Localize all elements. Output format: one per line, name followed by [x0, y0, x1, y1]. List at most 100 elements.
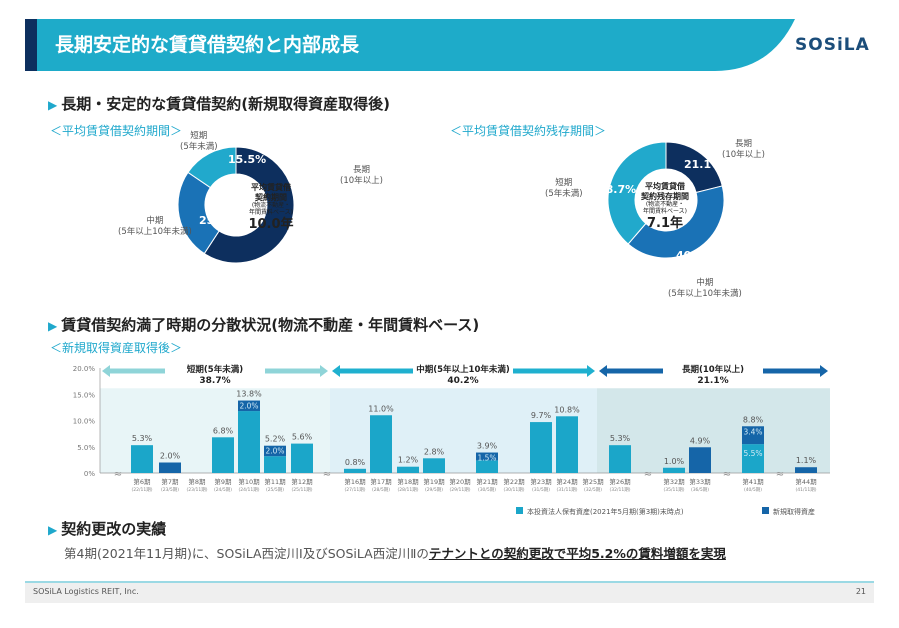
- x-tick-label: 第32期: [663, 477, 685, 486]
- bar-new: [238, 400, 260, 412]
- axis-break-icon: ≈: [644, 469, 652, 480]
- x-tick-sublabel: (25/5期): [266, 487, 284, 493]
- bar-existing: [344, 468, 366, 473]
- donut2-pct-long: 21.1%: [684, 158, 723, 171]
- bar-value-label: 6.8%: [213, 426, 234, 435]
- bar-existing: [530, 422, 552, 473]
- bar-existing: [609, 445, 631, 473]
- section-title: 長期・安定的な賃貸借契約(新規取得資産取得後): [61, 95, 390, 113]
- donut1-pct-mid: 25.3%: [199, 214, 238, 227]
- footer-company: SOSiLA Logistics REIT, Inc.: [33, 587, 139, 596]
- bar-new-label: 2.0%: [265, 447, 284, 456]
- x-tick-sublabel: (31/11期): [557, 487, 578, 493]
- bar-new: [689, 447, 711, 473]
- triangle-icon: ▶: [48, 523, 58, 537]
- triangle-icon: ▶: [48, 319, 58, 333]
- bar-value-label: 5.3%: [132, 434, 153, 443]
- sosila-logo: SOSiLA: [795, 35, 870, 55]
- x-tick-label: 第20期: [449, 477, 471, 486]
- x-tick-sublabel: (29/11期): [450, 487, 471, 493]
- section-heading-contracts: ▶ 長期・安定的な賃貸借契約(新規取得資産取得後): [48, 93, 390, 114]
- bar-value-label: 13.8%: [236, 390, 262, 399]
- donut-charts: [177, 141, 725, 264]
- bar-existing: [131, 445, 153, 473]
- x-tick-label: 第8期: [188, 477, 206, 486]
- donut2-pct-short: 38.7%: [598, 183, 637, 196]
- bar-existing-label: 5.5%: [743, 449, 762, 458]
- x-tick-sublabel: (31/5期): [532, 487, 550, 493]
- bar-value-label: 5.6%: [292, 433, 313, 442]
- bar-new: [742, 426, 764, 445]
- x-tick-label: 第24期: [556, 477, 578, 486]
- donut2-slice-2: [607, 141, 667, 245]
- x-tick-label: 第23期: [530, 477, 552, 486]
- donut1-center: 平均賃貸借 契約期間 (物流不動産・ 年間賃料ベース) 10.0年: [248, 183, 294, 232]
- renewal-text: 第4期(2021年11月期)に、SOSiLA西淀川Ⅰ及びSOSiLA西淀川Ⅱのテ…: [64, 546, 726, 561]
- donut1-pct-long: 59.2%: [310, 196, 349, 209]
- bar-existing: [556, 416, 578, 473]
- section-heading-expiry: ▶ 賃貸借契約満了時期の分散状況(物流不動産・年間賃料ベース): [48, 314, 479, 335]
- x-tick-sublabel: (25/11期): [292, 487, 313, 493]
- bar-existing: [370, 415, 392, 473]
- x-tick-sublabel: (28/5期): [372, 487, 390, 493]
- section-title: 賃貸借契約満了時期の分散状況(物流不動産・年間賃料ベース): [61, 316, 480, 334]
- legend-swatch-existing: [516, 507, 523, 514]
- bar-existing: [291, 443, 313, 473]
- band-label-0: 短期(5年未満): [187, 364, 243, 375]
- title-banner: [25, 19, 795, 71]
- donut2-label-mid: 中期 (5年以上10年未満): [668, 278, 742, 299]
- x-tick-label: 第44期: [795, 477, 817, 486]
- bar-value-label: 10.8%: [554, 405, 580, 414]
- band-value-0: 38.7%: [199, 376, 230, 386]
- bar-value-label: 11.0%: [368, 404, 394, 413]
- bar-value-label: 3.9%: [477, 442, 498, 451]
- bar-new: [476, 452, 498, 461]
- y-tick-label: 20.0%: [73, 365, 96, 373]
- band-arrowhead-right-2: [820, 365, 828, 377]
- renewal-highlight: テナントとの契約更改で平均5.2%の賃料増額を実現: [428, 546, 726, 561]
- bar-existing: [264, 456, 286, 473]
- donut1-slice-0: [203, 146, 295, 264]
- legend-swatch-new: [762, 507, 769, 514]
- axis-break-icon: ≈: [723, 469, 731, 480]
- x-tick-label: 第17期: [370, 477, 392, 486]
- section-heading-renewal: ▶ 契約更改の実績: [48, 518, 166, 539]
- x-tick-sublabel: (30/11期): [504, 487, 525, 493]
- band-label-bg-0: [165, 362, 265, 386]
- bar-value-label: 1.1%: [796, 456, 817, 465]
- axis-break-icon: ≈: [776, 469, 784, 480]
- band-arrowhead-left-2: [599, 365, 607, 377]
- donut2-subtitle: ＜平均賃貸借契約残存期間＞: [450, 124, 607, 138]
- band-arrowhead-right-1: [587, 365, 595, 377]
- legend-label-existing: 本投資法人保有資産(2021年5月期(第3期)末時点): [527, 507, 684, 516]
- x-tick-sublabel: (28/11期): [398, 487, 419, 493]
- bar-value-label: 1.2%: [398, 456, 419, 465]
- band-value-2: 21.1%: [697, 376, 728, 386]
- x-tick-label: 第9期: [214, 477, 232, 486]
- bar-value-label: 8.8%: [743, 415, 764, 424]
- bar-value-label: 2.0%: [160, 452, 181, 461]
- x-tick-sublabel: (29/5期): [425, 487, 443, 493]
- donut2-label-short: 短期 (5年未満): [545, 178, 583, 199]
- bar-existing: [476, 460, 498, 473]
- donut1-label-short: 短期 (5年未満): [180, 131, 218, 152]
- band-label-bg-1: [413, 362, 513, 386]
- legend-label-new: 新規取得資産: [773, 507, 815, 516]
- x-tick-label: 第19期: [423, 477, 445, 486]
- bar-new: [264, 445, 286, 457]
- bar-value-label: 0.8%: [345, 458, 366, 467]
- band-arrowhead-right-0: [320, 365, 328, 377]
- band-label-2: 長期(10年以上): [682, 364, 744, 375]
- x-tick-sublabel: (41/11期): [796, 487, 817, 493]
- x-tick-label: 第11期: [264, 477, 286, 486]
- x-tick-label: 第25期: [582, 477, 604, 486]
- x-tick-label: 第16期: [344, 477, 366, 486]
- donut2-center: 平均賃貸借 契約残存期間 (物流不動産・ 年間賃料ベース) 7.1年: [641, 182, 689, 231]
- band-arrowhead-left-0: [102, 365, 110, 377]
- axis-break-icon: ≈: [323, 469, 331, 480]
- bar-value-label: 5.3%: [610, 434, 631, 443]
- bar-value-label: 2.8%: [424, 447, 445, 456]
- bar-new-label: 1.5%: [477, 454, 496, 463]
- expiry-bar-chart: 0% 5.0% 10.0% 15.0% 20.0% 短期(5年未満)38.7% 中期(5年以…: [73, 362, 830, 516]
- donut2-label-long: 長期 (10年以上): [722, 139, 765, 160]
